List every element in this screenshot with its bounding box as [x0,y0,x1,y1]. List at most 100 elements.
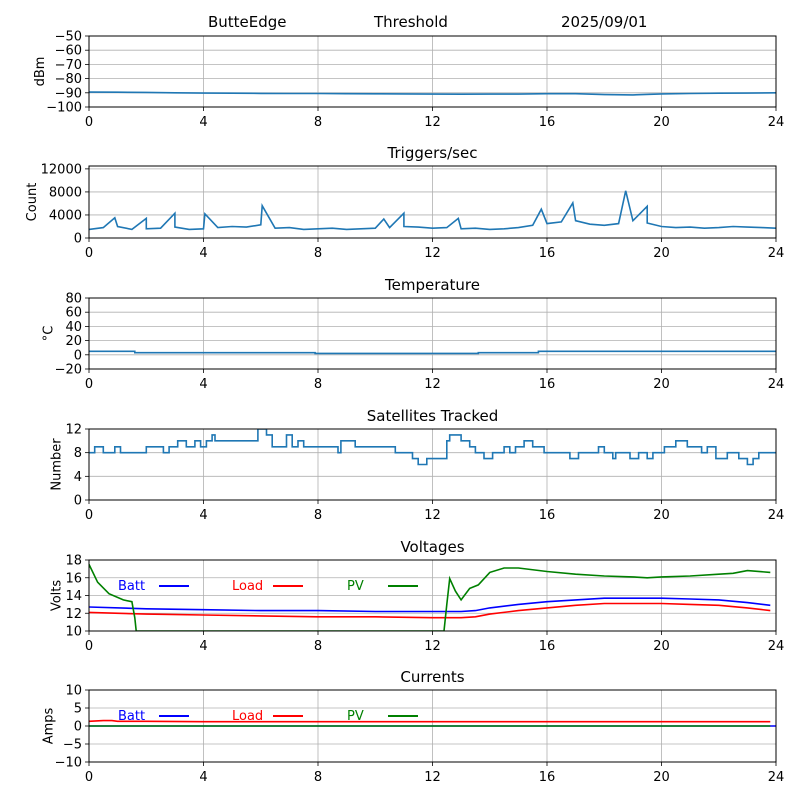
x-tick-label: 0 [85,770,93,785]
series-line-1 [89,190,776,231]
series-group [89,350,776,355]
y-axis-label: Number [50,438,65,491]
header-station: ButteEdge [208,13,287,31]
y-tick-label: 12 [65,423,82,438]
y-axis-label: °C [41,326,56,342]
y-tick-label: 12000 [41,162,82,177]
series-group [89,564,771,631]
x-tick-label: 20 [653,246,670,261]
x-tick-label: 20 [653,508,670,523]
series-line-1 [89,350,776,355]
x-tick-label: 16 [539,508,556,523]
y-tick-label: 80 [65,292,82,307]
legend-label-load: Load [232,709,263,724]
series-group [89,429,776,466]
x-tick-label: 16 [539,377,556,392]
y-tick-label: 14 [65,589,82,604]
chart-title: Satellites Tracked [367,407,498,425]
x-tick-label: 4 [199,770,207,785]
x-tick-label: 16 [539,246,556,261]
chart-panel-2: 0 4 8 12 16 20 24 0 4000 8000 12000 Triggers/sec Cou… [25,144,784,261]
chart-title: Voltages [400,538,464,556]
y-tick-label: 8 [74,446,82,461]
x-tick-label: 4 [199,115,207,130]
y-tick-label: −20 [55,363,82,378]
x-tick-label: 12 [424,377,441,392]
series-line-batt [89,597,771,613]
x-tick-label: 8 [314,115,322,130]
legend-label-batt: Batt [118,709,145,724]
x-tick-label: 8 [314,639,322,654]
chart-panel-1: 0 4 8 12 16 20 24 −100−90−80−70−60−50 dBm [33,30,784,131]
y-tick-label: −60 [55,44,82,59]
x-tick-label: 8 [314,508,322,523]
chart-title: Triggers/sec [387,144,478,162]
x-tick-label: 4 [199,639,207,654]
series-group [89,719,776,727]
series-group [89,190,776,231]
x-tick-label: 16 [539,770,556,785]
x-tick-label: 8 [314,377,322,392]
y-tick-label: 10 [65,684,82,699]
x-tick-label: 12 [424,770,441,785]
y-tick-label: 4 [74,470,82,485]
y-tick-label: 60 [65,306,82,321]
y-axis-label: Amps [41,707,56,744]
y-tick-label: −50 [55,30,82,45]
x-tick-label: 24 [768,377,785,392]
y-tick-label: −80 [55,72,82,87]
header-mode: Threshold [373,13,448,31]
x-tick-label: 20 [653,377,670,392]
series-line-load [89,602,771,619]
y-tick-label: 8000 [49,185,82,200]
series-line-pv [89,564,771,631]
y-tick-label: −90 [55,86,82,101]
y-tick-label: 20 [65,334,82,349]
series-line-1 [89,91,776,96]
x-tick-label: 0 [85,115,93,130]
x-tick-label: 24 [768,246,785,261]
y-tick-label: −100 [46,101,82,116]
legend-label-load: Load [232,579,263,594]
y-tick-label: 0 [74,232,82,247]
y-tick-label: 0 [74,494,82,509]
chart-title: Temperature [384,276,480,294]
x-tick-label: 4 [199,508,207,523]
header-date: 2025/09/01 [561,13,647,31]
x-tick-label: 24 [768,115,785,130]
y-tick-label: −10 [55,756,82,771]
chart-panel-4: 0 4 8 12 16 20 24 0 4 8 12 Satellites Tracked Number [50,407,785,523]
x-tick-label: 12 [424,246,441,261]
legend-label-pv: PV [347,579,364,594]
y-tick-label: −70 [55,58,82,73]
y-tick-label: 40 [65,320,82,335]
x-tick-label: 24 [768,639,785,654]
x-tick-label: 0 [85,246,93,261]
x-tick-label: 24 [768,770,785,785]
x-tick-label: 16 [539,115,556,130]
series-line-1 [89,429,776,466]
y-tick-label: 16 [65,571,82,586]
chart-panel-6: 0 4 8 12 16 20 24 −10 −5 0 5 10 Currents Amps Batt Load… [41,668,784,785]
y-tick-label: 12 [65,607,82,622]
y-axis-label: Volts [50,580,65,612]
chart-title: Currents [400,668,464,686]
y-axis-label: Count [25,183,40,222]
x-tick-label: 0 [85,377,93,392]
legend-label-pv: PV [347,709,364,724]
y-tick-label: 4000 [49,208,82,223]
y-tick-label: 0 [74,720,82,735]
x-tick-label: 20 [653,639,670,654]
x-tick-label: 12 [424,508,441,523]
x-tick-label: 16 [539,639,556,654]
x-tick-label: 12 [424,639,441,654]
series-group [89,91,776,96]
y-tick-label: 10 [65,625,82,640]
x-tick-label: 12 [424,115,441,130]
y-tick-label: 5 [74,702,82,717]
chart-panel-5: 0 4 8 12 16 20 24 10 12 14 16 18 Voltages Volts Batt Lo… [50,538,785,654]
y-tick-label: 18 [65,554,82,569]
y-tick-label: −5 [63,738,82,753]
x-tick-label: 20 [653,115,670,130]
